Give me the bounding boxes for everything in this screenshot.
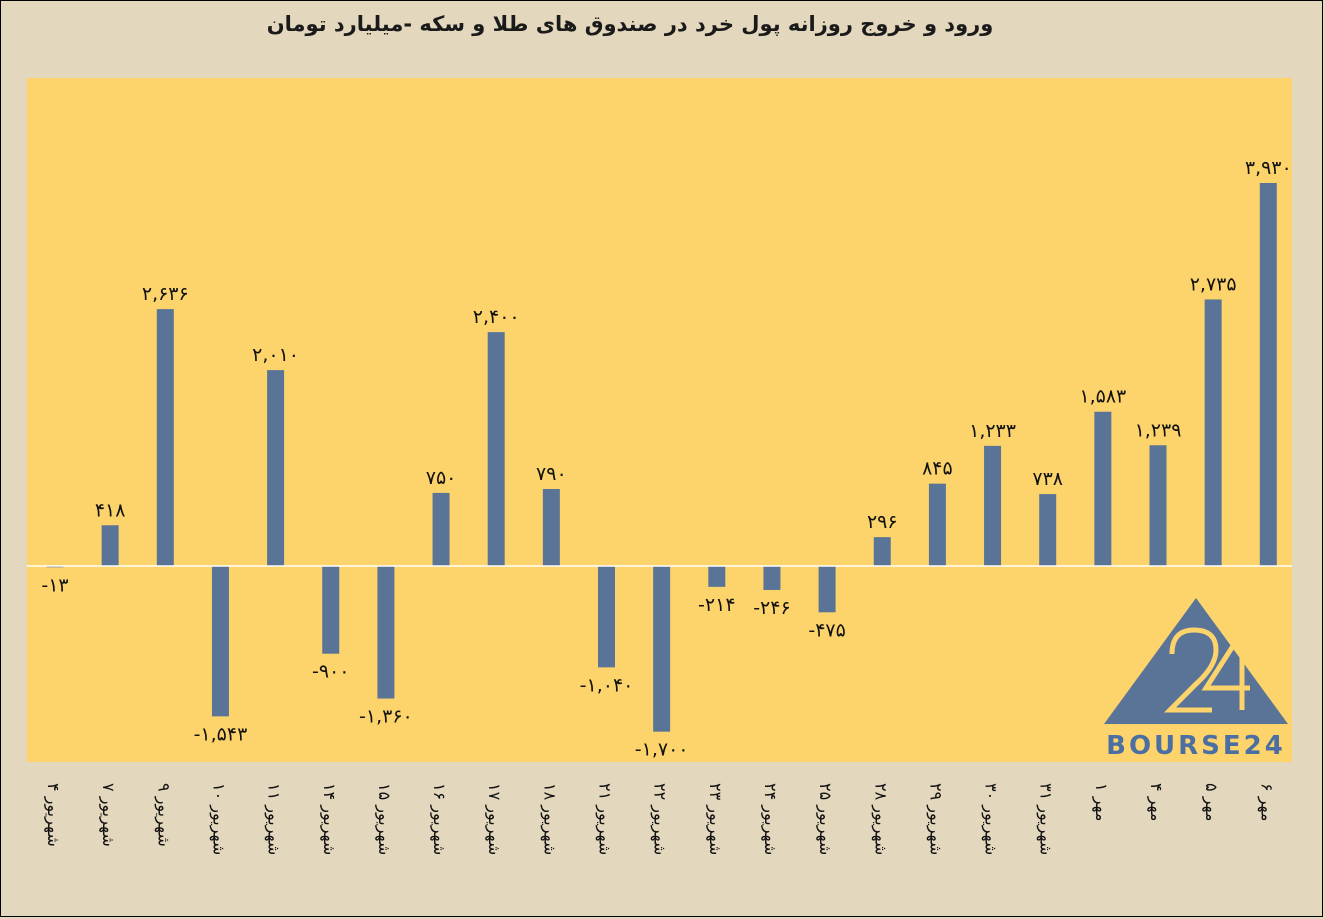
watermark-text: BOURSE24 (1106, 731, 1286, 761)
data-label: ۸۴۵ (922, 458, 953, 480)
bar (267, 370, 285, 566)
x-tick-label: ۴ شهریور (43, 783, 63, 847)
bar (156, 309, 174, 566)
data-label: -۲۴۶ (753, 597, 790, 619)
data-label: ۴۱۸ (95, 499, 126, 521)
x-tick-label: ۳۰ شهریور (981, 783, 1001, 855)
bar (1259, 183, 1277, 566)
data-label: -۹۰۰ (312, 661, 349, 683)
bar (1039, 494, 1057, 566)
x-tick-label: ۱۱ شهریور (264, 783, 284, 855)
bar (432, 492, 450, 566)
bar (818, 566, 836, 613)
bar (542, 489, 560, 566)
x-tick-label: ۱۸ شهریور (539, 783, 559, 855)
bar (487, 332, 505, 566)
bar (1094, 411, 1112, 566)
x-tick-label: ۳۱ شهریور (1036, 783, 1056, 855)
bar (1204, 299, 1222, 566)
bar (653, 566, 671, 732)
chart-title: ورود و خروج روزانه پول خرد در صندوق های … (266, 12, 994, 36)
data-label: -۱,۰۴۰ (580, 674, 634, 696)
data-label: ۱,۲۳۹ (1135, 419, 1182, 441)
x-tick-label: ۲۱ شهریور (595, 783, 615, 855)
data-label: ۷۳۸ (1032, 468, 1063, 490)
data-label: -۴۷۵ (808, 619, 845, 641)
data-label: ۷۵۰ (426, 467, 457, 489)
x-tick-label: ۲۴ شهریور (760, 783, 780, 855)
bar (984, 445, 1002, 566)
data-label: -۱,۵۴۳ (194, 723, 248, 745)
data-label: ۱,۵۸۳ (1079, 386, 1126, 408)
x-tick-label: ۴ مهر (1146, 783, 1166, 821)
data-label: -۱۳ (41, 574, 68, 596)
bar (377, 566, 395, 699)
x-tick-label: ۹ شهریور (153, 783, 173, 847)
data-label: ۳,۹۳۰ (1245, 157, 1292, 179)
x-tick-label: ۵ مهر (1201, 783, 1221, 821)
x-tick-label: ۶ مهر (1256, 783, 1276, 821)
bar (708, 566, 726, 587)
bar (873, 537, 891, 566)
data-label: ۲,۰۱۰ (252, 344, 299, 366)
data-label: ۲۹۶ (867, 511, 898, 533)
x-tick-label: ۱ مهر (1091, 783, 1111, 821)
data-label: -۲۱۴ (698, 594, 735, 616)
bar (101, 525, 119, 566)
bourse24-logo (1104, 598, 1288, 724)
x-tick-label: ۱۵ شهریور (374, 783, 394, 855)
bar (763, 566, 781, 590)
bar (322, 566, 340, 654)
x-tick-label: ۲۳ شهریور (705, 783, 725, 855)
bar (1149, 445, 1167, 566)
x-tick-label: ۲۹ شهریور (925, 783, 945, 855)
x-tick-label: ۲۵ شهریور (815, 783, 835, 855)
x-tick-label: ۱۶ شهریور (429, 783, 449, 855)
data-label: ۷۹۰ (536, 463, 567, 485)
data-label: -۱,۷۰۰ (635, 739, 689, 761)
x-tick-label: ۱۰ شهریور (208, 783, 228, 855)
bar (928, 483, 946, 566)
data-label: ۱,۲۳۳ (969, 420, 1016, 442)
x-tick-label: ۱۷ شهریور (484, 783, 504, 855)
data-label: -۱,۳۶۰ (359, 706, 413, 728)
x-tick-label: ۷ شهریور (98, 783, 118, 847)
data-label: ۲,۷۳۵ (1190, 273, 1237, 295)
bar (598, 566, 615, 668)
x-tick-label: ۲۸ شهریور (870, 783, 890, 855)
data-label: ۲,۴۰۰ (473, 306, 520, 328)
x-tick-label: ۱۴ شهریور (319, 783, 339, 855)
bar (211, 566, 229, 717)
data-label: ۲,۶۳۶ (142, 283, 189, 305)
x-tick-label: ۲۲ شهریور (650, 783, 670, 855)
